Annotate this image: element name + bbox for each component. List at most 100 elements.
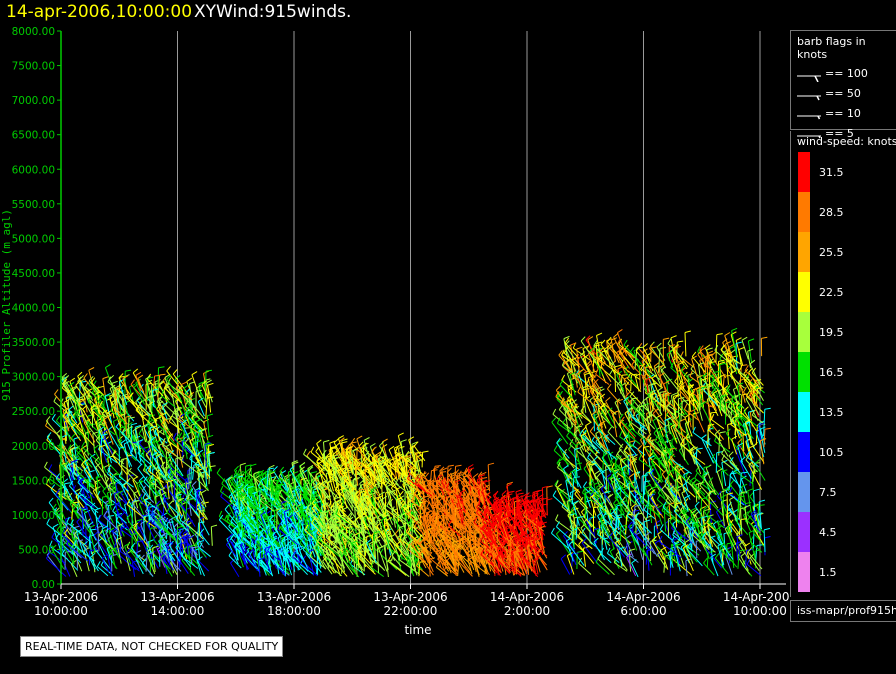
barb-flag <box>136 480 143 485</box>
barb-shaft <box>194 534 204 548</box>
barb-flag <box>198 516 205 520</box>
barb-flag <box>382 438 388 443</box>
wind-barb <box>180 535 187 554</box>
barb-flag <box>211 524 218 528</box>
barb-shaft <box>197 542 201 561</box>
barb-flag <box>98 422 105 426</box>
wind-barb <box>197 397 205 417</box>
barb-flag <box>200 489 207 494</box>
barb-flag <box>400 439 407 443</box>
barb-shaft <box>162 380 179 399</box>
barb-shaft <box>180 536 188 560</box>
barb-flag <box>239 462 246 466</box>
barb-flag <box>310 471 318 474</box>
barb-flag <box>159 373 166 376</box>
wind-barb <box>127 474 134 501</box>
wind-barb <box>199 542 211 558</box>
barb-shaft <box>100 533 112 556</box>
barb-flag <box>138 428 143 435</box>
barb-flag <box>205 369 212 372</box>
wind-barb <box>198 516 205 542</box>
barb-flag <box>323 439 330 443</box>
barb-shaft <box>98 519 117 536</box>
wind-barb <box>105 455 124 480</box>
wind-barb <box>164 373 172 394</box>
barb-flag <box>104 501 111 507</box>
barb-shaft <box>112 533 128 557</box>
barb-flag <box>197 489 204 492</box>
barb-shaft <box>137 468 152 487</box>
barb-flag <box>46 415 51 422</box>
barb-shaft <box>54 393 66 407</box>
barb-flag <box>48 464 53 471</box>
barb-flag <box>62 411 68 417</box>
barb-flag <box>189 381 196 385</box>
barb-flag <box>95 473 101 479</box>
barb-shaft <box>139 443 152 458</box>
barb-shaft <box>83 452 100 473</box>
barb-shaft <box>185 498 199 517</box>
wind-barb <box>126 547 140 570</box>
barb-shaft <box>75 450 93 468</box>
barb-flag <box>111 380 118 384</box>
barb-shaft <box>179 489 192 500</box>
wind-barb <box>143 476 158 496</box>
barb-flag <box>192 546 199 549</box>
wind-barb <box>75 445 93 468</box>
barb-shaft <box>56 529 73 548</box>
barb-shaft <box>107 457 113 484</box>
barb-flag <box>52 523 59 528</box>
barb-flag <box>67 444 72 451</box>
barb-shaft <box>70 419 86 440</box>
barb-shaft <box>203 421 209 441</box>
barb-shaft <box>126 552 140 570</box>
barb-flag <box>207 382 214 386</box>
barb-shaft <box>164 377 172 394</box>
barb-flag <box>178 497 185 501</box>
wind-barb <box>197 449 208 477</box>
barb-flag <box>46 550 52 556</box>
barb-flag <box>135 371 142 376</box>
barb-flag <box>175 549 181 554</box>
barb-flag <box>152 545 159 549</box>
wind-barb <box>137 463 152 487</box>
barb-flag <box>105 455 110 461</box>
barb-flag <box>265 470 272 473</box>
barb-flag <box>174 488 179 495</box>
barb-flag <box>251 532 258 534</box>
barb-shaft <box>195 543 207 558</box>
barb-flag <box>68 405 74 411</box>
barb-shaft <box>149 480 167 494</box>
barb-shaft <box>184 405 206 424</box>
barb-flag <box>276 478 284 481</box>
barb-flag <box>150 512 156 518</box>
barb-shaft <box>230 562 240 578</box>
barb-flag <box>101 409 108 414</box>
barb-flag <box>197 449 204 454</box>
barb-shaft <box>206 453 209 468</box>
barb-shaft <box>79 381 90 404</box>
wind-barb <box>149 475 167 494</box>
wind-barb <box>148 544 161 564</box>
barb-shaft <box>151 551 171 570</box>
barb-flag <box>158 366 165 369</box>
barb-flag <box>75 532 81 536</box>
barb-flag <box>180 381 187 386</box>
barb-shaft <box>70 437 83 453</box>
barb-shaft <box>205 397 208 420</box>
barb-shaft <box>46 420 63 441</box>
barb-shaft <box>180 538 184 554</box>
chart-title: XYWind:915winds. <box>194 2 352 22</box>
wind-barb <box>194 529 204 548</box>
barb-shaft <box>197 401 205 417</box>
barb-flag <box>180 547 187 550</box>
barb-shaft <box>145 551 156 575</box>
barb-flag <box>172 369 178 375</box>
barb-shaft <box>164 387 183 404</box>
barb-shaft <box>192 439 202 458</box>
barb-flag <box>106 441 112 445</box>
barb-flag <box>51 531 56 538</box>
barb-flag <box>71 433 76 439</box>
barb-flag <box>83 373 88 379</box>
barb-shaft <box>93 546 111 569</box>
